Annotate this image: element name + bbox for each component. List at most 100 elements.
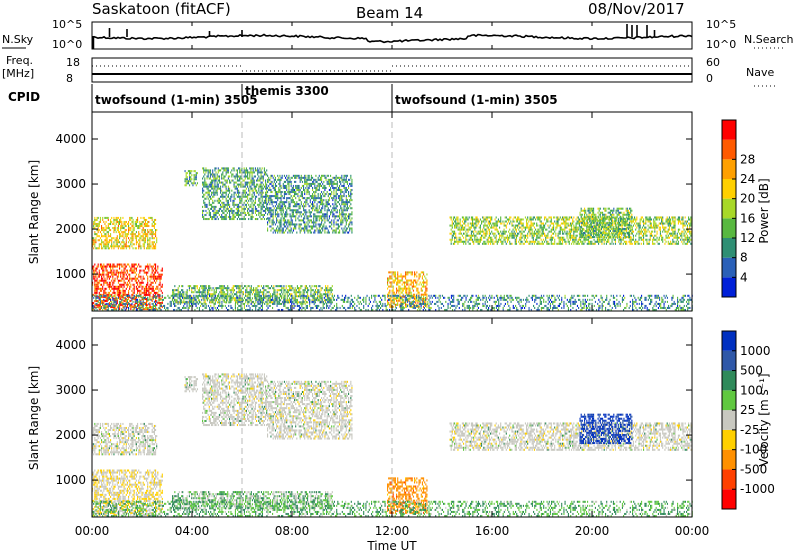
power-cell <box>283 197 286 200</box>
power-cell <box>247 207 249 210</box>
power-cell <box>232 218 234 221</box>
power-cell <box>263 301 265 304</box>
power-cell <box>274 229 277 232</box>
power-cell <box>243 216 245 219</box>
power-cell <box>143 289 145 292</box>
power-cell <box>318 229 320 232</box>
power-cell <box>120 291 122 294</box>
power-cell <box>125 245 127 248</box>
power-cell <box>288 176 290 179</box>
power-cell <box>300 178 302 181</box>
power-cell <box>497 240 500 243</box>
power-cell <box>503 236 505 239</box>
power-cell <box>270 180 272 183</box>
power-cell <box>110 285 112 288</box>
power-cell <box>153 222 155 226</box>
power-cell <box>325 176 327 179</box>
power-cell <box>289 221 291 224</box>
power-cell <box>305 180 307 183</box>
power-cell <box>113 281 115 284</box>
power-cell <box>255 291 257 294</box>
power-cell <box>317 211 319 214</box>
power-cell <box>308 191 310 194</box>
power-cell <box>412 299 415 302</box>
power-cell <box>129 269 131 272</box>
power-cell <box>155 269 157 272</box>
power-cell <box>229 175 231 178</box>
power-cell <box>231 189 233 192</box>
power-cell <box>160 275 162 278</box>
power-cell <box>115 245 117 248</box>
power-cell <box>235 173 237 176</box>
power-cell <box>310 219 312 222</box>
power-cell <box>298 203 300 206</box>
power-cell <box>97 231 99 234</box>
power-cell <box>251 211 253 214</box>
power-cell <box>105 229 107 232</box>
power-cell <box>133 271 135 274</box>
power-cell <box>276 201 278 204</box>
power-cell <box>132 263 134 266</box>
power-cell <box>216 187 218 190</box>
power-cell <box>116 239 118 242</box>
power-cell <box>199 291 201 294</box>
power-cell <box>266 185 268 188</box>
power-cell <box>303 197 305 200</box>
power-cell <box>493 232 495 235</box>
power-cell <box>331 178 333 181</box>
power-cell <box>227 203 229 206</box>
power-cell <box>312 289 314 292</box>
power-cell <box>148 293 150 296</box>
power-cell <box>247 201 249 204</box>
power-cell <box>267 203 269 206</box>
power-cell <box>250 299 252 302</box>
power-cell <box>200 285 202 288</box>
power-cell <box>218 187 221 190</box>
power-cell <box>324 186 326 189</box>
power-cell <box>190 178 192 181</box>
power-cell <box>205 169 207 172</box>
power-cell <box>229 293 231 296</box>
power-cell <box>408 279 410 282</box>
power-cell <box>322 203 324 206</box>
power-cell <box>416 303 418 306</box>
power-cell <box>112 275 114 278</box>
power-cell <box>235 187 237 190</box>
power-cell <box>210 293 212 296</box>
power-cell <box>340 195 342 198</box>
power-cell <box>306 178 308 181</box>
power-cell <box>483 230 485 233</box>
power-cell <box>421 293 423 296</box>
power-cell <box>227 216 229 219</box>
power-cell <box>236 285 238 288</box>
power-cell <box>259 199 261 202</box>
power-cell <box>318 289 320 292</box>
power-cell <box>103 291 105 294</box>
power-cell <box>294 287 296 290</box>
power-cell <box>262 191 264 194</box>
power-cell <box>303 184 305 187</box>
power-cell <box>126 304 129 307</box>
power-cell <box>192 299 194 302</box>
power-cell <box>248 211 250 214</box>
power-cell <box>130 233 132 236</box>
power-cell <box>206 187 208 190</box>
power-cell <box>307 287 309 290</box>
power-cell <box>289 180 291 183</box>
power-cell <box>227 185 229 188</box>
power-cell <box>281 176 283 179</box>
power-cell <box>389 275 391 278</box>
power-cell <box>215 291 217 294</box>
power-cell <box>129 247 131 250</box>
power-cell <box>327 229 329 232</box>
power-cell <box>146 218 148 221</box>
power-cell <box>95 222 97 226</box>
power-cell <box>251 197 253 200</box>
power-cell <box>282 201 284 204</box>
power-cell <box>491 240 493 243</box>
power-cell <box>267 291 269 294</box>
power-cell <box>406 271 408 274</box>
power-cell <box>105 220 107 223</box>
power-cell <box>350 184 352 187</box>
power-cell <box>122 287 124 290</box>
